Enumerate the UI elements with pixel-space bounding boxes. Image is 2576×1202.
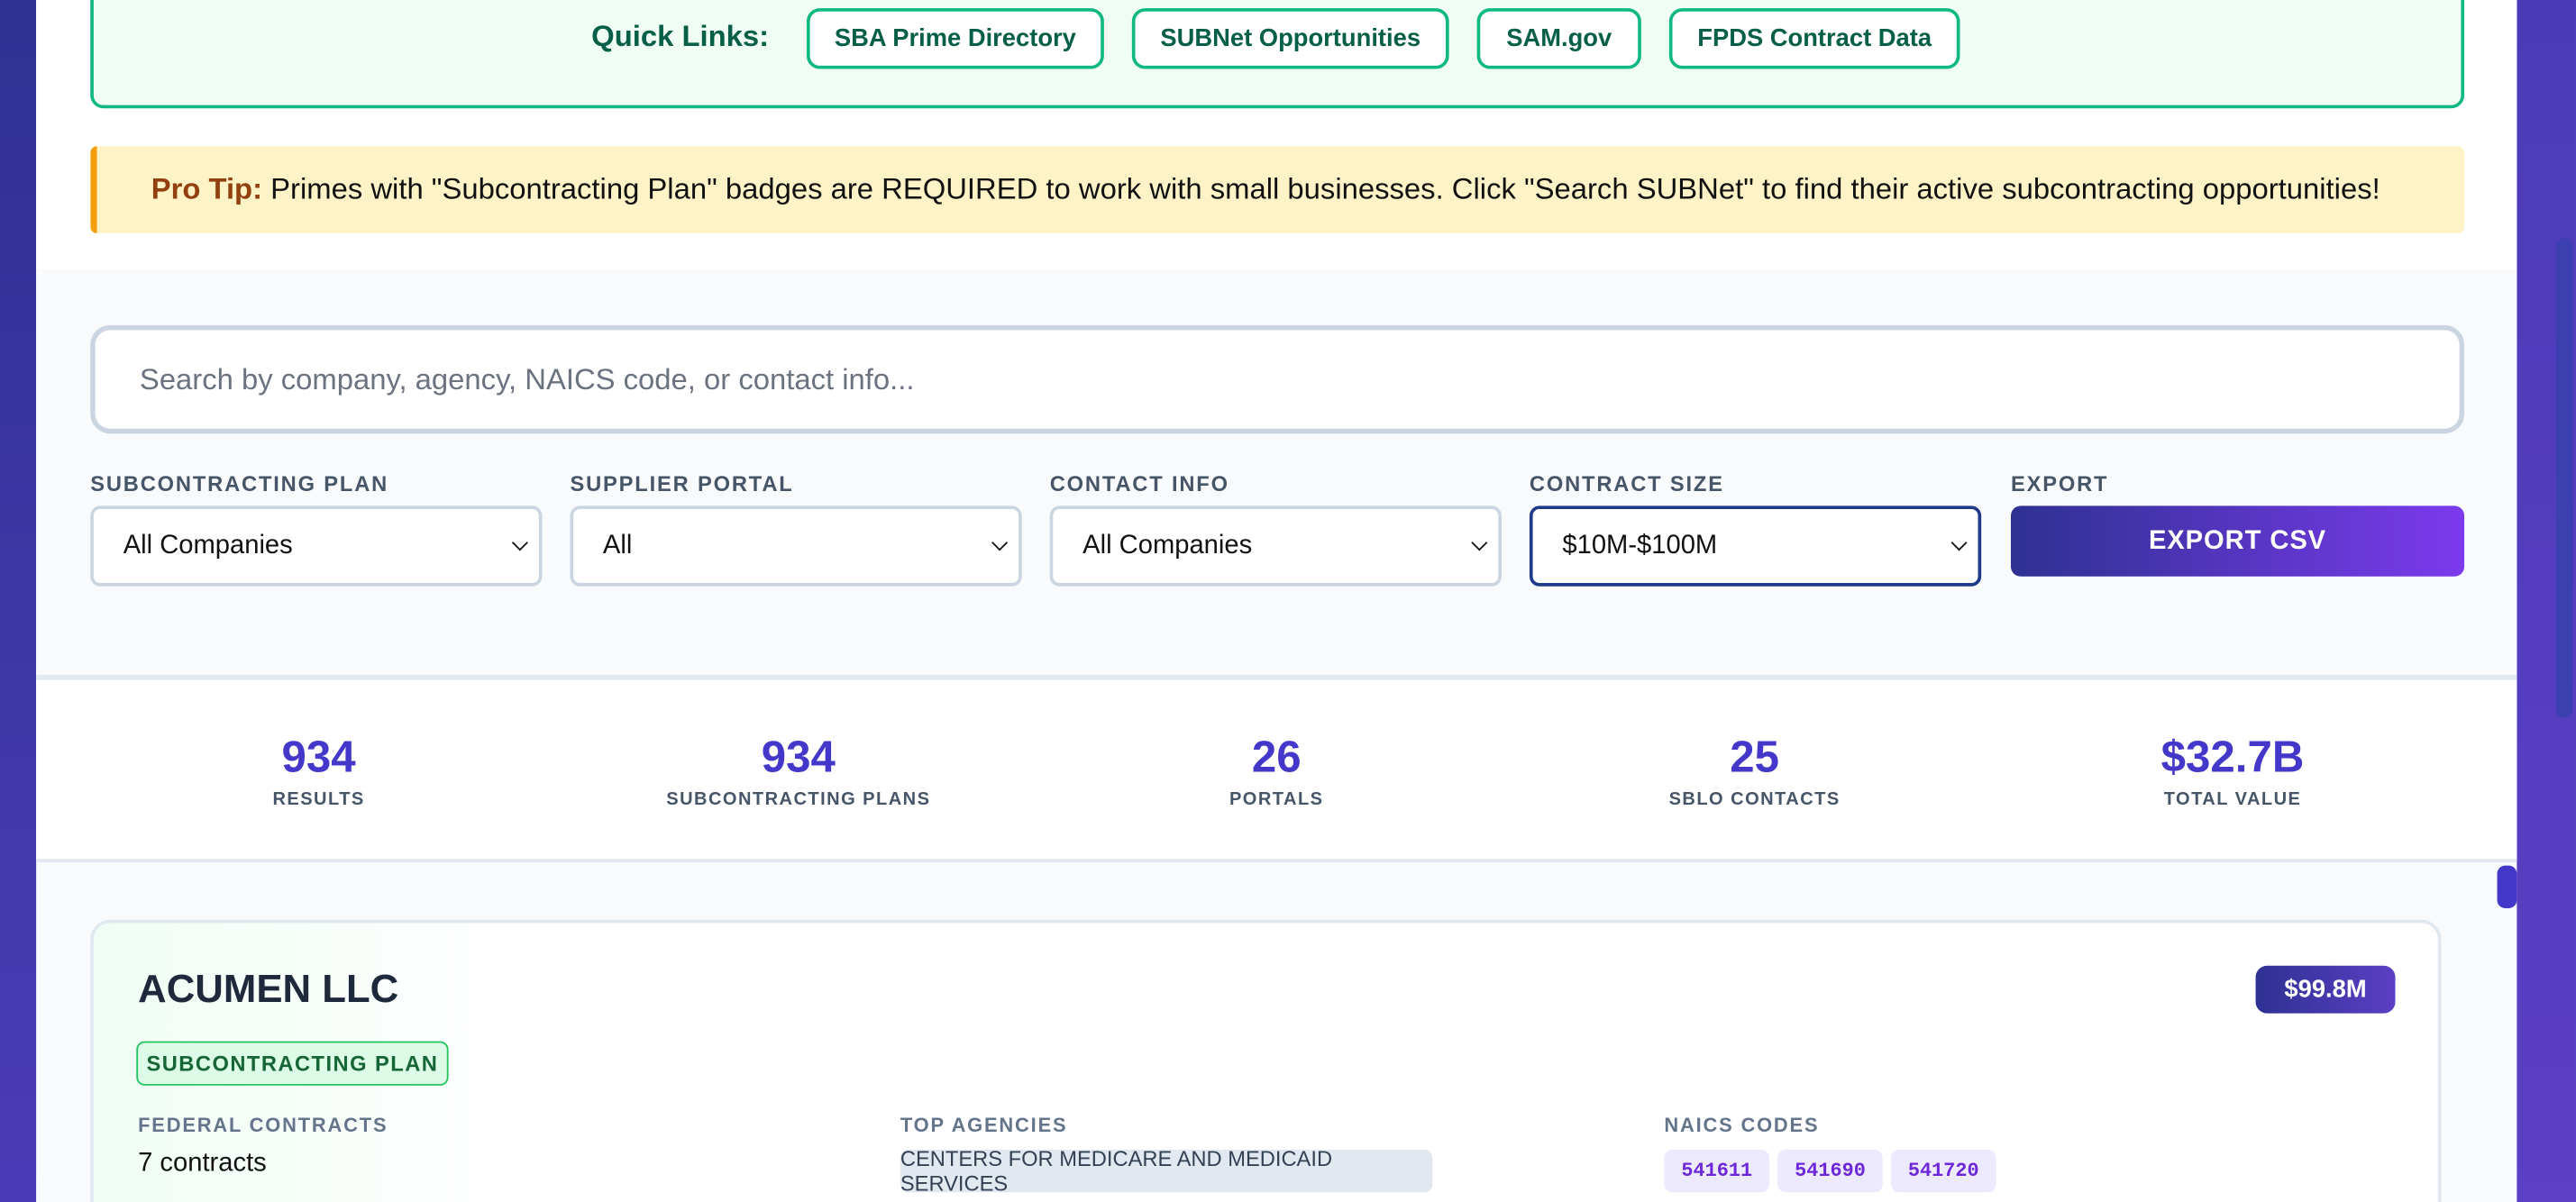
quick-link[interactable]: SAM.gov xyxy=(1476,8,1641,69)
stat-value: 934 xyxy=(281,732,356,782)
chevron xyxy=(1950,534,1968,551)
filter-select[interactable]: All xyxy=(570,505,1022,587)
contracts-label: FEDERAL CONTRACTS xyxy=(138,1113,388,1137)
stat-label: SUBCONTRACTING PLANS xyxy=(666,789,931,810)
filter-select[interactable]: $10M-$100M xyxy=(1529,505,1982,587)
plan-badge: SUBCONTRACTING PLAN xyxy=(136,1041,449,1086)
stat: 934 RESULTS xyxy=(154,733,483,810)
naics-tag: 541720 xyxy=(1890,1149,1996,1193)
export-label: EXPORT xyxy=(2010,471,2109,496)
stat-value: 25 xyxy=(1730,732,1780,782)
filter-label: CONTRACT SIZE xyxy=(1529,471,1724,496)
naics-label: NAICS CODES xyxy=(1664,1113,1820,1137)
contract-amount: $99.8M xyxy=(2255,965,2396,1014)
stat: 934 SUBCONTRACTING PLANS xyxy=(635,733,964,810)
left-edge xyxy=(0,0,37,1202)
stat-value: 934 xyxy=(761,732,836,782)
stat-label: SBLO CONTACTS xyxy=(1668,789,1841,810)
filter-select[interactable]: All Companies xyxy=(1049,505,1502,587)
export-button[interactable]: EXPORT CSV xyxy=(2010,505,2465,577)
quick-link[interactable]: SBA Prime Directory xyxy=(806,8,1104,69)
stats-bar xyxy=(36,679,2517,862)
quick-link[interactable]: SUBNet Opportunities xyxy=(1131,8,1449,69)
chevron xyxy=(511,534,528,551)
filter-label: SUBCONTRACTING PLAN xyxy=(90,471,389,496)
quick-links-label: Quick Links: xyxy=(591,19,770,53)
filter-label: SUPPLIER PORTAL xyxy=(570,471,794,496)
company-name: ACUMEN LLC xyxy=(138,967,399,1012)
quick-link[interactable]: FPDS Contract Data xyxy=(1668,8,1960,69)
stat-label: PORTALS xyxy=(1229,789,1324,810)
stat: 25 SBLO CONTACTS xyxy=(1590,733,1919,810)
pro-tip-label: Pro Tip: xyxy=(151,172,263,205)
stat-value: $32.7B xyxy=(2160,732,2305,782)
naics-tag: 541611 xyxy=(1664,1149,1770,1193)
chevron xyxy=(991,534,1009,551)
stat: $32.7B TOTAL VALUE xyxy=(2069,733,2398,810)
pro-tip-text: Primes with "Subcontracting Plan" badges… xyxy=(270,172,2380,205)
agency-tag: CENTERS FOR MEDICARE AND MEDICAID SERVIC… xyxy=(900,1146,1433,1196)
filter-label: CONTACT INFO xyxy=(1049,471,1229,496)
stat-label: TOTAL VALUE xyxy=(2163,789,2302,810)
pro-tip: Pro Tip: Primes with "Subcontracting Plan… xyxy=(90,146,2465,233)
filter-select[interactable]: All Companies xyxy=(90,505,543,587)
scrollbar-thumb[interactable] xyxy=(2556,238,2573,718)
contracts-count: 7 contracts xyxy=(138,1149,267,1178)
stat-value: 26 xyxy=(1251,732,1302,782)
chevron xyxy=(1471,534,1488,551)
stat-label: RESULTS xyxy=(272,789,365,810)
stat: 26 PORTALS xyxy=(1112,733,1441,810)
search-input[interactable]: Search by company, agency, NAICS code, o… xyxy=(90,324,2465,434)
naics-tag: 541690 xyxy=(1777,1149,1883,1193)
agencies-label: TOP AGENCIES xyxy=(900,1113,1068,1137)
inner-scrollbar-thumb[interactable] xyxy=(2497,865,2517,908)
